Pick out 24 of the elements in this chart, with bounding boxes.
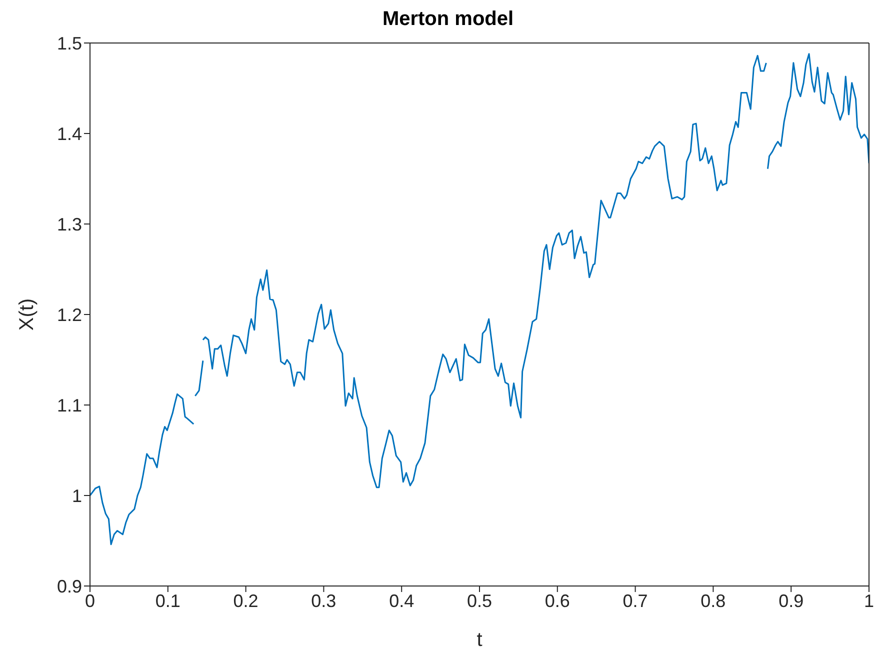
- y-tick-label: 1.2: [56, 304, 82, 325]
- y-tick-label: 1.3: [56, 214, 82, 234]
- x-tick-label: 0.2: [233, 590, 258, 611]
- x-tick-label: 0.9: [778, 590, 804, 611]
- line-series: [90, 393, 194, 546]
- x-tick-label: 0.1: [155, 590, 180, 611]
- line-series: [202, 54, 767, 488]
- x-tick-label: 0.3: [311, 590, 336, 611]
- x-tick-label: 0.7: [622, 590, 648, 611]
- y-axis-title: X(t): [16, 298, 38, 331]
- x-axis-title: t: [476, 629, 483, 651]
- x-tick-label: 0.4: [389, 590, 414, 611]
- x-tick-label: 1: [864, 590, 874, 611]
- x-tick-label: 0.6: [544, 590, 570, 611]
- x-tick-label: 0.8: [700, 590, 726, 611]
- chart-title: Merton model: [382, 8, 514, 30]
- y-tick-label: 1: [72, 486, 82, 506]
- x-tick-label: 0.5: [466, 590, 492, 611]
- y-tick-label: 1.5: [56, 33, 82, 54]
- x-tick-label: 0: [84, 590, 96, 611]
- line-series: [766, 53, 869, 170]
- y-tick-label: 0.9: [56, 576, 82, 596]
- y-tick-label: 1.4: [56, 124, 82, 144]
- y-tick-label: 1.1: [56, 395, 82, 416]
